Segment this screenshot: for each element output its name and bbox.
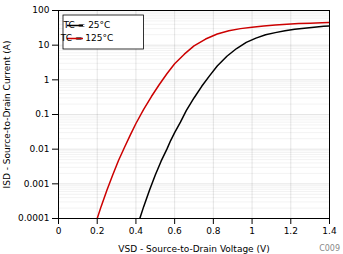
- svg-text:100: 100: [32, 5, 49, 15]
- svg-text:TC = 25°C: TC = 25°C: [63, 20, 111, 30]
- svg-text:0.6: 0.6: [167, 226, 182, 236]
- svg-text:0.01: 0.01: [29, 144, 49, 154]
- svg-text:1.4: 1.4: [322, 226, 337, 236]
- svg-text:1: 1: [249, 226, 255, 236]
- svg-text:0.1: 0.1: [35, 109, 49, 119]
- svg-text:0.0001: 0.0001: [18, 213, 50, 223]
- svg-text:0: 0: [56, 226, 62, 236]
- svg-text:VSD - Source-to-Drain Voltage: VSD - Source-to-Drain Voltage (V): [118, 244, 269, 254]
- svg-text:0.001: 0.001: [24, 179, 50, 189]
- svg-text:0.8: 0.8: [206, 226, 221, 236]
- svg-text:TC = 125°C: TC = 125°C: [60, 33, 113, 43]
- svg-text:0.4: 0.4: [129, 226, 144, 236]
- svg-text:1: 1: [44, 75, 50, 85]
- svg-text:C009: C009: [319, 244, 340, 253]
- svg-text:1.2: 1.2: [284, 226, 298, 236]
- svg-text:ISD - Source-to-Drain Current: ISD - Source-to-Drain Current (A): [2, 41, 12, 189]
- svg-text:0.2: 0.2: [90, 226, 104, 236]
- svg-text:10: 10: [38, 40, 50, 50]
